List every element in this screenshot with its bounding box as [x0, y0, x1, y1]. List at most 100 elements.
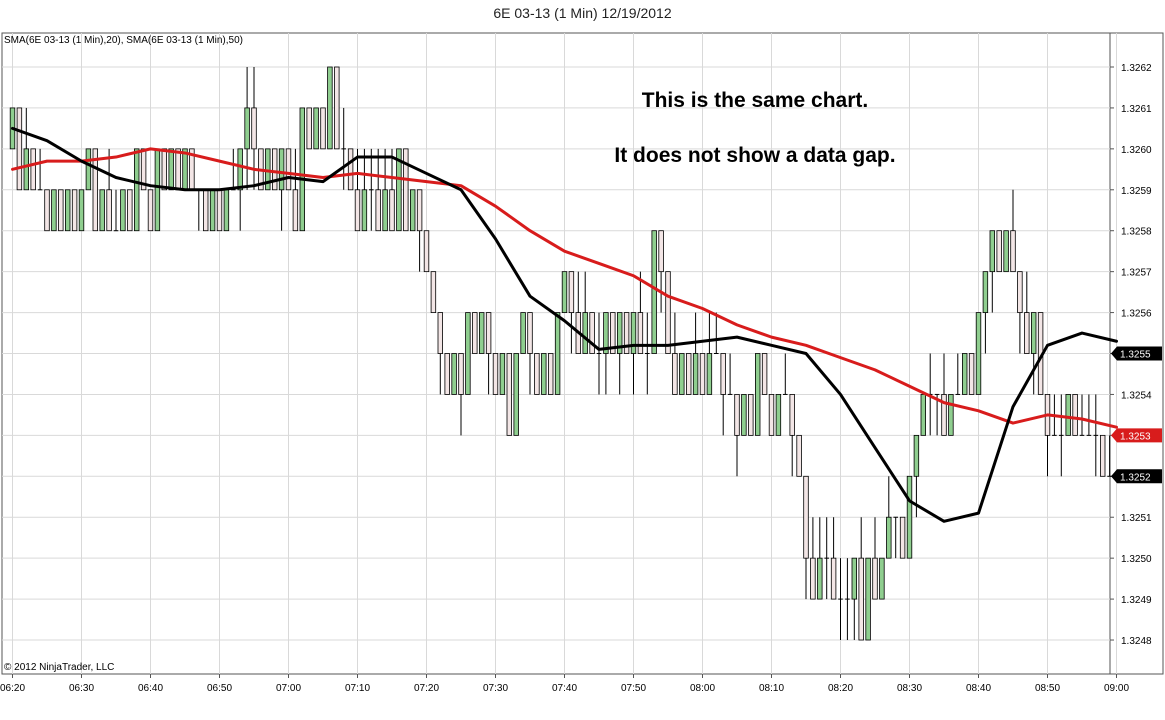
- candle: [1079, 394, 1085, 436]
- candle: [161, 148, 167, 191]
- candle: [334, 66, 340, 150]
- candle-body: [423, 230, 430, 273]
- candle: [886, 476, 892, 559]
- candle-body: [175, 148, 181, 191]
- candle: [16, 107, 23, 191]
- candle-body: [485, 312, 492, 354]
- candle: [899, 516, 906, 559]
- candle-body: [472, 312, 478, 354]
- candle: [541, 353, 547, 395]
- candle: [513, 353, 519, 436]
- x-tick-label: 09:00: [1104, 683, 1129, 694]
- candle: [485, 312, 492, 395]
- candle: [175, 148, 181, 191]
- candle: [996, 230, 1002, 273]
- candle-body: [996, 230, 1002, 273]
- candle: [1100, 434, 1106, 477]
- candle: [645, 312, 650, 395]
- candle: [382, 148, 388, 232]
- candle: [223, 189, 230, 232]
- candle-body: [755, 353, 761, 436]
- price-marker-label: 1.3252: [1120, 472, 1151, 483]
- candle-body: [451, 353, 457, 395]
- candle: [99, 189, 105, 232]
- candle: [51, 189, 57, 232]
- x-tick-label: 06:50: [207, 683, 232, 694]
- candle: [30, 148, 36, 191]
- candle-body: [71, 189, 78, 232]
- price-marker-flag: [1111, 428, 1162, 443]
- y-tick-label: 1.3258: [1121, 227, 1152, 238]
- candle-body: [292, 189, 299, 232]
- candle: [278, 148, 285, 231]
- candle-body: [1017, 271, 1023, 313]
- candle-body: [1024, 312, 1030, 354]
- candle-body: [444, 353, 450, 395]
- candle-body: [251, 107, 257, 150]
- candle-body: [851, 557, 857, 600]
- candle-body: [768, 394, 775, 436]
- candle: [714, 312, 719, 355]
- candle: [665, 271, 671, 354]
- candle: [968, 353, 975, 395]
- candle-body: [534, 353, 540, 395]
- candle: [1024, 271, 1030, 354]
- candle: [962, 353, 968, 395]
- candle: [934, 393, 940, 436]
- candle-body: [403, 148, 409, 232]
- candle-body: [561, 271, 568, 313]
- candle-body: [527, 312, 533, 354]
- candle-body: [989, 230, 995, 273]
- candle: [651, 230, 657, 354]
- candle: [92, 148, 98, 232]
- candle: [465, 312, 471, 395]
- price-marker-label: 1.3255: [1120, 350, 1151, 361]
- candle-body: [106, 189, 112, 232]
- price-marker: 1.3253: [1111, 428, 1162, 443]
- candle: [858, 517, 864, 641]
- candle: [589, 312, 595, 354]
- candle-body: [278, 148, 285, 191]
- candle: [630, 312, 637, 395]
- candle: [893, 516, 898, 559]
- candle: [133, 148, 140, 232]
- candle: [299, 107, 305, 232]
- candle-body: [1100, 434, 1106, 477]
- candle-body: [617, 312, 623, 354]
- candle: [78, 189, 85, 232]
- candle-body: [651, 230, 657, 354]
- candle-body: [630, 312, 637, 354]
- candle-body: [168, 148, 174, 191]
- annotation-line-2: It does not show a data gap.: [614, 144, 895, 167]
- candle-body: [216, 189, 223, 232]
- candle: [1072, 394, 1078, 436]
- candle-body: [437, 312, 443, 354]
- candle-body: [202, 189, 209, 232]
- candle-body: [16, 107, 23, 191]
- candle-body: [810, 557, 816, 600]
- candle: [982, 271, 989, 354]
- candle: [120, 189, 126, 232]
- candle: [748, 394, 754, 436]
- candle-body: [692, 353, 699, 395]
- candle: [534, 353, 540, 395]
- candle: [1017, 271, 1023, 354]
- candle: [830, 517, 837, 600]
- candle-body: [699, 353, 706, 395]
- candle-body: [209, 189, 216, 232]
- candle: [699, 353, 706, 395]
- candle: [285, 148, 292, 191]
- candle-body: [65, 189, 71, 232]
- x-tick-label: 08:30: [897, 683, 922, 694]
- candle-body: [920, 394, 926, 436]
- x-axis: 06:20 06:30 06:40 06:50 07:00 07:10 07:20 07:30…: [0, 674, 1129, 694]
- price-marker: 1.3255: [1111, 346, 1162, 361]
- candle: [741, 394, 747, 436]
- candle: [872, 517, 878, 600]
- candle-body: [1031, 312, 1037, 354]
- y-tick-label: 1.3260: [1121, 145, 1152, 156]
- candle: [320, 107, 326, 150]
- candle-body: [886, 516, 892, 559]
- candle: [396, 148, 402, 232]
